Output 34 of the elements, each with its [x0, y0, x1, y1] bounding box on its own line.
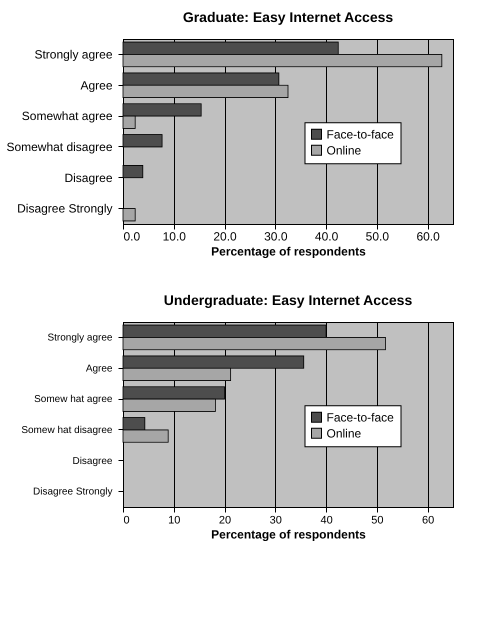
- x-tick-label: 40: [320, 514, 333, 526]
- y-tick-label: Agree: [80, 78, 113, 92]
- y-tick-label: Strongly agree: [47, 332, 113, 344]
- legend-label: Face-to-face: [326, 410, 394, 424]
- x-tick-label: 50: [371, 514, 384, 526]
- x-tick-label: 40.0: [314, 230, 339, 244]
- x-tick-label: 50.0: [366, 230, 390, 244]
- x-tick-label: 30.0: [264, 230, 288, 244]
- x-tick-label: 20.0: [213, 230, 238, 244]
- x-tick-label: 0: [124, 514, 130, 526]
- y-tick-label: Somewhat agree: [22, 109, 113, 124]
- y-tick-label: Strongly agree: [34, 47, 113, 62]
- y-tick-label: Somew hat agree: [34, 394, 113, 406]
- y-tick-label: Somew hat disagree: [21, 424, 113, 436]
- chart-title: Undergraduate: Easy Internet Access: [164, 292, 412, 308]
- y-tick-label: Agree: [86, 363, 113, 374]
- legend-label: Face-to-face: [326, 127, 394, 142]
- x-tick-label: 10: [168, 514, 180, 526]
- x-tick-label: 60: [422, 514, 434, 526]
- x-tick-label: 60.0: [416, 230, 440, 244]
- y-tick-label: Somewhat disagree: [6, 140, 113, 154]
- y-tick-label: Disagree Strongly: [33, 486, 112, 498]
- x-tick-label: 30: [270, 514, 282, 526]
- x-axis-title: Percentage of respondents: [211, 244, 366, 258]
- chart-title: Graduate: Easy Internet Access: [182, 9, 394, 25]
- x-tick-label: 10.0: [162, 230, 186, 244]
- x-axis-title: Percentage of respondents: [211, 528, 366, 542]
- y-tick-label: Disagree: [64, 170, 113, 185]
- x-tick-label: 0.0: [124, 230, 141, 244]
- legend-label: Online: [326, 426, 362, 440]
- legend-label: Online: [326, 143, 362, 158]
- y-tick-label: Disagree Strongly: [17, 202, 112, 216]
- x-tick-label: 20: [218, 514, 232, 526]
- y-tick-label: Disagree: [72, 456, 113, 467]
